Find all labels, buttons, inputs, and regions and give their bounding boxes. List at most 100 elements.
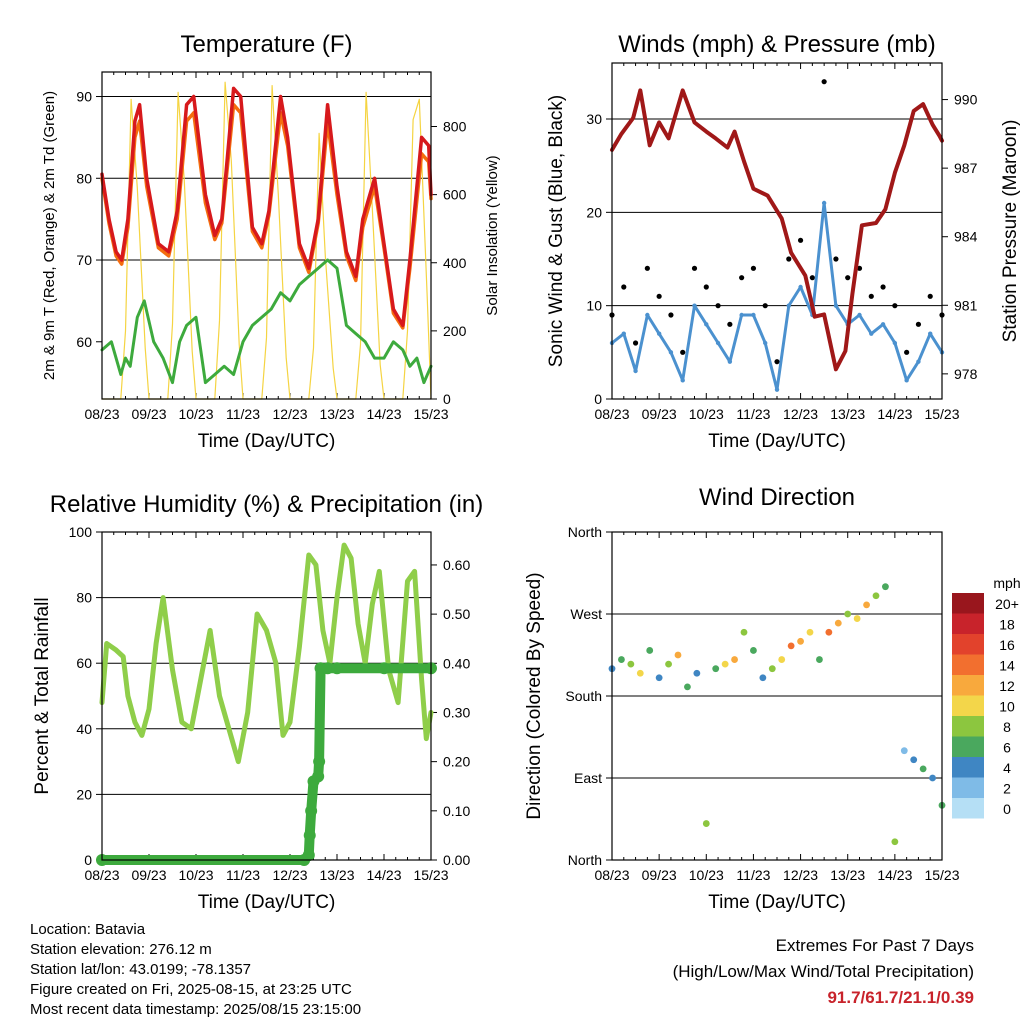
colorbar-level-label: 14 <box>999 658 1015 674</box>
y-tick-label: 60 <box>76 334 92 350</box>
wind-point <box>892 340 898 346</box>
y2-axis-label: Station Pressure (Maroon) <box>1000 120 1021 343</box>
x-tick-label: 12/23 <box>783 867 818 883</box>
y2-tick-label: 600 <box>443 187 467 203</box>
direction-point <box>778 656 786 663</box>
station-pressure-line <box>610 88 944 372</box>
x-tick-label: 08/23 <box>84 867 119 883</box>
wind-point <box>928 331 933 336</box>
colorbar-swatch <box>952 777 984 798</box>
y-axis-label: Direction (Colored By Speed) <box>524 572 545 819</box>
temp-2m-line <box>100 86 433 328</box>
elevation-text: Station elevation: 276.12 m <box>30 941 212 958</box>
colorbar-swatch <box>952 675 984 696</box>
direction-point <box>655 674 663 682</box>
wind-point <box>704 322 709 327</box>
x-tick-label: 14/23 <box>877 867 912 883</box>
x-tick-label: 09/23 <box>131 867 166 883</box>
x-tick-label: 13/23 <box>830 406 865 422</box>
x-tick-label: 09/23 <box>642 406 677 422</box>
colorbar-swatch <box>952 613 984 634</box>
wind-point <box>916 359 921 364</box>
y-axis-label: 2m & 9m T (Red, Orange) & 2m Td (Green) <box>41 91 58 380</box>
humidity-line <box>99 542 434 765</box>
y-tick-label: 10 <box>586 298 602 314</box>
x-tick-label: 12/23 <box>783 406 818 422</box>
y-tick-label: 20 <box>586 204 602 220</box>
extremes-title: Extremes For Past 7 Days <box>775 936 974 955</box>
gust-point <box>927 293 933 299</box>
x-tick-label: 11/23 <box>226 867 260 883</box>
y2-tick-label: 978 <box>954 366 978 382</box>
precip-point <box>302 849 315 862</box>
x-tick-label: 11/23 <box>226 406 260 422</box>
x-tick-label: 08/23 <box>594 406 629 422</box>
x-tick-label: 10/23 <box>689 406 724 422</box>
created-text: Figure created on Fri, 2025-08-15, at 23… <box>30 981 352 998</box>
colorbar-level-label: 16 <box>999 637 1015 653</box>
y-tick-label: West <box>570 606 602 622</box>
x-tick-label: 14/23 <box>366 867 401 883</box>
plot-frame <box>611 531 943 861</box>
direction-point <box>891 838 899 846</box>
direction-point <box>674 651 682 659</box>
y2-tick-label: 981 <box>954 297 978 313</box>
y2-tick-label: 0.50 <box>443 606 470 622</box>
station-info: Location: Batavia Station elevation: 276… <box>30 920 361 1020</box>
direction-point <box>693 669 701 677</box>
location-text: Location: Batavia <box>30 921 146 938</box>
direction-point <box>844 610 852 618</box>
x-tick-label: 12/23 <box>272 867 307 883</box>
plot-frame <box>611 62 943 400</box>
gust-point <box>774 359 780 365</box>
wind-point <box>668 350 674 355</box>
wind-point <box>880 322 886 327</box>
direction-point <box>750 647 757 654</box>
gust-point <box>845 275 851 281</box>
direction-point <box>712 665 720 673</box>
x-tick-label: 09/23 <box>642 867 677 883</box>
gust-point <box>856 265 863 271</box>
gust-point <box>715 303 721 309</box>
panel-title: Winds (mph) & Pressure (mb) <box>618 31 935 58</box>
wind-point <box>692 303 697 308</box>
direction-point <box>882 583 889 591</box>
precip-point <box>321 662 334 675</box>
precip-point <box>313 755 326 768</box>
dewpoint-line <box>100 258 433 385</box>
precip-point <box>331 662 343 675</box>
y2-tick-label: 0.40 <box>443 655 470 671</box>
y2-tick-label: 200 <box>443 323 467 339</box>
wind-point <box>645 312 650 318</box>
x-tick-label: 10/23 <box>178 867 213 883</box>
y-tick-label: 80 <box>76 590 92 606</box>
x-axis-label: Time (Day/UTC) <box>198 892 336 913</box>
colorbar-level-label: 10 <box>999 699 1015 715</box>
x-tick-label: 15/23 <box>924 867 959 883</box>
x-tick-label: 15/23 <box>413 867 448 883</box>
y-tick-label: 40 <box>76 721 92 737</box>
gust-point <box>644 265 650 271</box>
direction-point <box>702 820 710 827</box>
panel-title: Wind Direction <box>699 484 855 511</box>
precip-point <box>312 770 325 783</box>
gust-point <box>680 349 686 355</box>
extremes-box: Extremes For Past 7 Days (High/Low/Max W… <box>673 933 974 1011</box>
wind-point <box>821 200 827 206</box>
y-tick-label: 0 <box>84 852 92 868</box>
wind-point <box>798 284 803 290</box>
wind-point <box>751 312 756 318</box>
gust-point <box>656 293 662 299</box>
direction-point <box>816 656 823 663</box>
direction-point <box>900 747 908 755</box>
y2-tick-label: 800 <box>443 119 467 135</box>
y-tick-label: 20 <box>76 786 92 802</box>
colorbar-level-label: 2 <box>1003 781 1011 797</box>
colorbar-label: mph <box>993 575 1020 591</box>
gust-point <box>892 303 898 309</box>
y-tick-label: North <box>568 852 602 868</box>
direction-point <box>863 601 870 609</box>
colorbar-swatch <box>952 654 984 675</box>
wind-point <box>786 303 791 308</box>
